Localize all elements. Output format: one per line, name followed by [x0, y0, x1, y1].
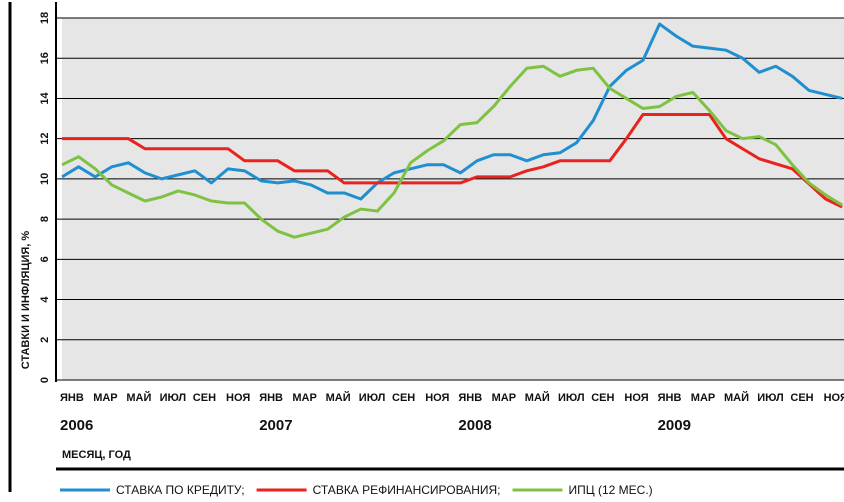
- series-line: [61, 64, 843, 239]
- x-tick-label: НОЯ: [425, 392, 449, 404]
- legend-label: СТАВКА РЕФИНАНСИРОВАНИЯ;: [313, 483, 501, 497]
- legend-label: СТАВКА ПО КРЕДИТУ;: [116, 483, 245, 497]
- x-tick-label: ЯНВ: [658, 392, 682, 404]
- y-tick-label: 18: [39, 12, 51, 24]
- year-label: 2009: [658, 417, 691, 434]
- x-tick-label: НОЯ: [624, 392, 648, 404]
- y-tick-label: 14: [39, 91, 51, 104]
- x-tick-label: СЕН: [591, 392, 614, 404]
- y-tick-label: 16: [39, 52, 51, 64]
- x-tick-label: ИЮЛ: [558, 392, 585, 404]
- x-tick-label: МАР: [492, 392, 516, 404]
- y-tick-label: 0: [39, 377, 51, 383]
- x-tick-label: МАЙ: [126, 391, 151, 404]
- y-tick-label: 12: [39, 133, 51, 145]
- year-label: 2007: [259, 417, 292, 434]
- x-tick-label: ИЮЛ: [160, 392, 187, 404]
- x-tick-label: СЕН: [193, 392, 216, 404]
- series-line: [61, 22, 843, 201]
- y-axis-label: СТАВКИ И ИНФЛЯЦИЯ, %: [20, 231, 32, 370]
- x-tick-label: ЯНВ: [259, 392, 283, 404]
- x-tick-label: МАР: [292, 392, 316, 404]
- x-tick-label: МАР: [93, 392, 117, 404]
- x-tick-label: МАЙ: [724, 391, 749, 404]
- x-tick-label: ИЮЛ: [359, 392, 386, 404]
- x-tick-label: НОЯ: [824, 392, 844, 404]
- year-label: 2008: [458, 417, 491, 434]
- x-tick-label: НОЯ: [226, 392, 250, 404]
- x-tick-label: МАР: [691, 392, 715, 404]
- y-tick-label: 10: [39, 173, 51, 185]
- series-line: [62, 113, 843, 209]
- year-label: 2006: [60, 417, 93, 434]
- y-tick-label: 6: [39, 256, 51, 262]
- y-tick-label: 8: [39, 216, 51, 222]
- x-tick-label: МАЙ: [525, 391, 550, 404]
- x-tick-label: СЕН: [790, 392, 813, 404]
- x-tick-label: МАЙ: [326, 391, 351, 404]
- x-tick-label: ЯНВ: [458, 392, 482, 404]
- x-axis-label: МЕСЯЦ, ГОД: [62, 449, 131, 461]
- y-tick-label: 2: [39, 337, 51, 343]
- x-tick-label: ЯНВ: [60, 392, 84, 404]
- legend-label: ИПЦ (12 МЕС.): [569, 483, 653, 497]
- x-tick-label: ИЮЛ: [757, 392, 784, 404]
- y-tick-label: 4: [39, 296, 51, 303]
- x-tick-label: СЕН: [392, 392, 415, 404]
- plot-area: [62, 18, 844, 380]
